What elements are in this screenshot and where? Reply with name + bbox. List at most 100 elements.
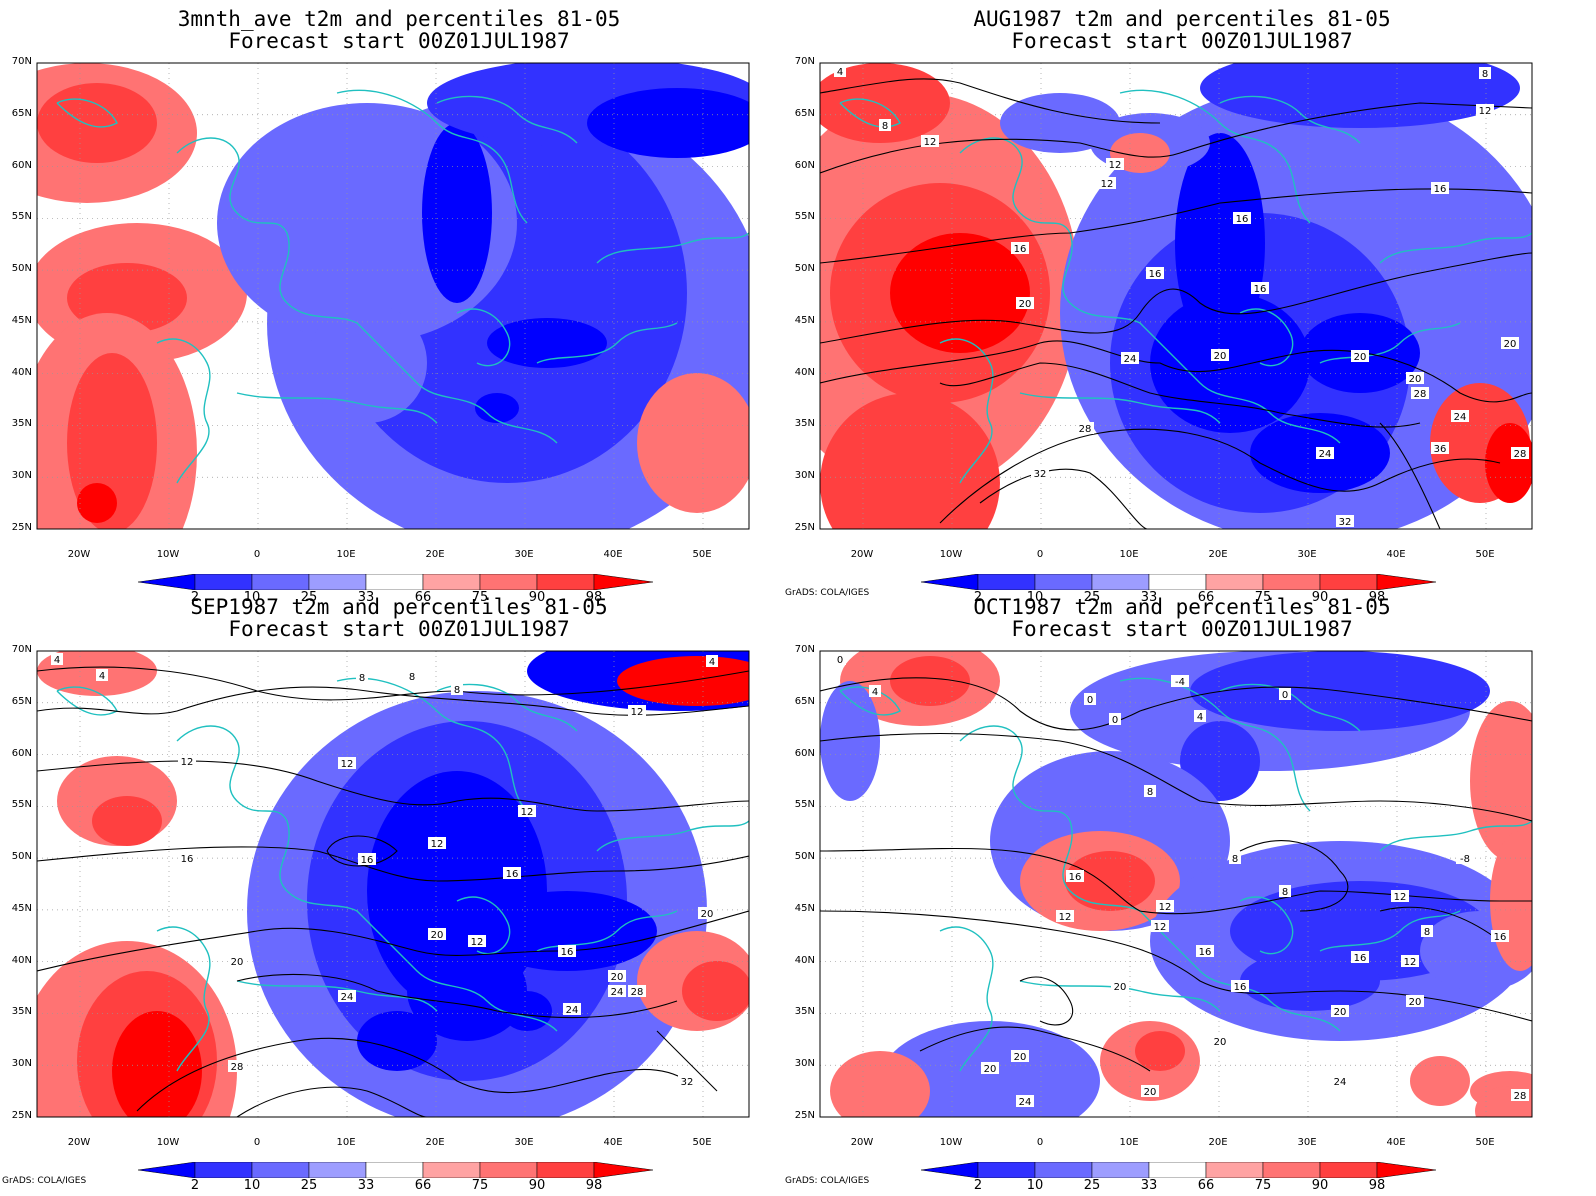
map-svg: 4 4 8 8 12 12 12 12 12 16 16 16 20 20 20 24 24 28 28 32 24 8 4… bbox=[36, 650, 750, 1118]
shading-region bbox=[890, 233, 1030, 353]
colorbar-label: 33 bbox=[1140, 590, 1158, 605]
map-area: 4 4 8 8 12 12 12 12 12 16 16 16 20 20 20 24 24 28 28 32 24 8 4… bbox=[36, 650, 770, 1134]
contour-label: 4 bbox=[709, 657, 715, 668]
colorbar-label: 33 bbox=[357, 590, 375, 605]
longitude-label: 20E bbox=[425, 549, 445, 560]
shading-region bbox=[820, 63, 950, 143]
coastline bbox=[1319, 910, 1461, 952]
shading-region bbox=[820, 393, 1000, 529]
latitude-label: 50N bbox=[794, 851, 815, 863]
contour-label: 20 bbox=[1354, 352, 1367, 363]
colorbar-segment bbox=[251, 1161, 310, 1179]
colorbar-segment bbox=[194, 1161, 253, 1179]
contour-label: 20 bbox=[1214, 1037, 1227, 1048]
latitude-label: 55N bbox=[794, 799, 815, 811]
shading-region bbox=[1200, 63, 1520, 128]
colorbar-label: 10 bbox=[243, 1178, 261, 1193]
coastline bbox=[1319, 322, 1461, 364]
longitude-label: 40E bbox=[603, 549, 623, 560]
contour-label: 20 bbox=[1114, 982, 1127, 993]
shading-region bbox=[890, 656, 970, 706]
contour-label: 28 bbox=[1414, 389, 1427, 400]
latitude-label: 60N bbox=[11, 747, 32, 759]
shading-region bbox=[617, 656, 749, 706]
latitude-label: 30N bbox=[11, 470, 32, 482]
contour-label: 20 bbox=[231, 957, 244, 968]
grads-credit: GrADS: COLA/IGES bbox=[2, 1176, 87, 1186]
coastline bbox=[596, 232, 749, 264]
contour-label: 12 bbox=[1059, 912, 1072, 923]
latitude-label: 45N bbox=[794, 314, 815, 326]
latitude-label: 40N bbox=[11, 366, 32, 378]
contour-label: 8 bbox=[1424, 927, 1430, 938]
latitude-label: 35N bbox=[11, 1006, 32, 1018]
shading-region bbox=[1485, 423, 1532, 503]
contour-line bbox=[656, 1030, 718, 1092]
coastline bbox=[939, 338, 994, 484]
contour-line bbox=[820, 252, 1532, 344]
shading-region bbox=[487, 318, 607, 368]
shading-region bbox=[477, 891, 657, 971]
shading-region bbox=[112, 1011, 202, 1117]
longitude-label: 0 bbox=[253, 549, 261, 560]
panel-title: 3mnth_ave t2m and percentiles 81-05 bbox=[177, 7, 621, 31]
coastline bbox=[959, 725, 1073, 892]
contour-label: 16 bbox=[1254, 284, 1267, 295]
contour-line bbox=[820, 188, 1532, 264]
longitude-label: 20W bbox=[850, 1137, 874, 1148]
contour-label: 8 bbox=[882, 121, 888, 132]
latitude-label: 60N bbox=[11, 159, 32, 171]
contour-line bbox=[37, 846, 749, 882]
latitude-label: 50N bbox=[794, 263, 815, 275]
contour-label: 4 bbox=[54, 655, 60, 666]
shading-region bbox=[1000, 93, 1120, 153]
contour-label: 24 bbox=[1454, 412, 1467, 423]
coastline bbox=[456, 308, 511, 367]
contour-line bbox=[37, 666, 749, 701]
contour-label: 16 bbox=[361, 855, 374, 866]
contour-label: 8 bbox=[409, 672, 415, 683]
coastline bbox=[839, 98, 901, 128]
contour-label: 20 bbox=[431, 930, 444, 941]
contour-label: 28 bbox=[231, 1062, 244, 1073]
panel-subtitle: Forecast start 00Z01JUL1987 bbox=[228, 29, 570, 53]
contour-label: 0 bbox=[1087, 695, 1093, 706]
latitude-label: 50N bbox=[11, 851, 32, 863]
coastline bbox=[456, 896, 511, 955]
colorbar-segment bbox=[1319, 1161, 1378, 1179]
colorbar-label: 90 bbox=[528, 590, 546, 605]
contour-label: 8 bbox=[454, 685, 460, 696]
longitude-label: 10E bbox=[1119, 1137, 1139, 1148]
coastline bbox=[236, 980, 438, 1012]
latitude-label: 50N bbox=[11, 263, 32, 275]
contour-label: 12 bbox=[631, 707, 644, 718]
contour-label: 12 bbox=[1394, 892, 1407, 903]
longitude-label: 20W bbox=[67, 549, 91, 560]
latitude-label: 35N bbox=[794, 418, 815, 430]
contour-label: 16 bbox=[1494, 932, 1507, 943]
longitude-label: 40E bbox=[1386, 1137, 1406, 1148]
contour-label: -8 bbox=[1460, 854, 1470, 865]
latitude-label: 65N bbox=[794, 695, 815, 707]
colorbar-segment bbox=[479, 1161, 538, 1179]
contour-label: 32 bbox=[1339, 517, 1352, 528]
colorbar bbox=[920, 573, 1441, 594]
longitude-label: 10E bbox=[336, 549, 356, 560]
latitude-label: 25N bbox=[11, 522, 32, 533]
contour-line bbox=[820, 847, 1532, 915]
colorbar-label: 10 bbox=[1026, 1178, 1044, 1193]
colorbar-label: 2 bbox=[190, 590, 200, 605]
colorbar-label: 66 bbox=[1197, 590, 1215, 605]
colorbar-label: 75 bbox=[1254, 590, 1272, 605]
longitude-label: 0 bbox=[1036, 1137, 1044, 1148]
contour-label: 20 bbox=[701, 909, 714, 920]
colorbar bbox=[920, 1161, 1441, 1182]
contour-label: 12 bbox=[471, 937, 484, 948]
colorbar-label: 75 bbox=[471, 590, 489, 605]
shading-region bbox=[587, 88, 749, 158]
shading-region bbox=[1410, 1056, 1470, 1106]
contour-label: 36 bbox=[1434, 444, 1447, 455]
coastline bbox=[596, 820, 749, 852]
contour-label: 20 bbox=[1019, 299, 1032, 310]
shading-region bbox=[307, 303, 427, 423]
